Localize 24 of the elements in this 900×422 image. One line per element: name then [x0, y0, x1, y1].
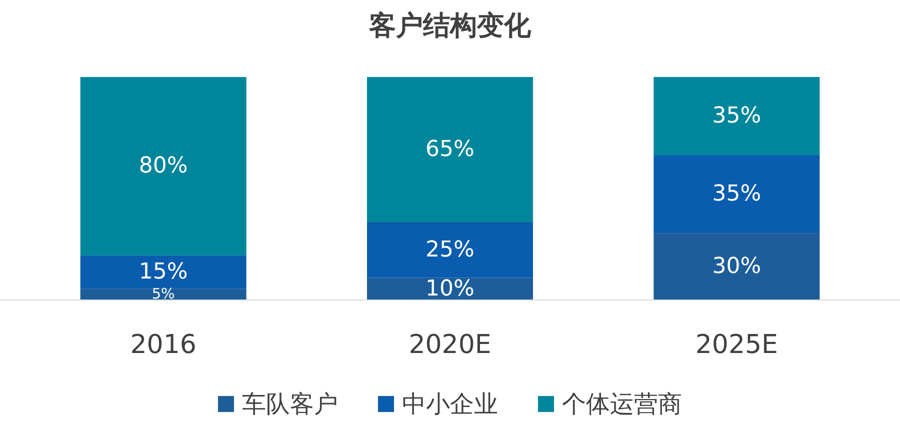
bar [654, 233, 820, 300]
x-tick-label: 2025E [695, 330, 778, 360]
data-label: 30% [712, 254, 762, 280]
legend-label: 中小企业 [402, 390, 498, 418]
data-label: 80% [138, 154, 188, 179]
data-label: 5% [152, 286, 175, 302]
chart-title: 客户结构变化 [368, 10, 532, 42]
x-tick-label: 2020E [408, 330, 492, 360]
data-label: 25% [426, 237, 474, 262]
bar [654, 77, 820, 156]
data-label: 15% [138, 260, 188, 285]
legend-label: 个体运营商 [562, 390, 682, 418]
legend-label: 车队客户 [242, 390, 338, 418]
x-tick-label: 2016 [130, 330, 196, 360]
data-label: 65% [426, 136, 474, 162]
bar [367, 278, 533, 300]
data-label: 35% [712, 182, 762, 207]
bar [80, 77, 246, 256]
bar [367, 222, 533, 278]
bar [80, 255, 246, 289]
data-label: 35% [712, 104, 762, 129]
data-label: 10% [426, 276, 474, 302]
bar [654, 155, 820, 234]
bar [367, 77, 533, 222]
